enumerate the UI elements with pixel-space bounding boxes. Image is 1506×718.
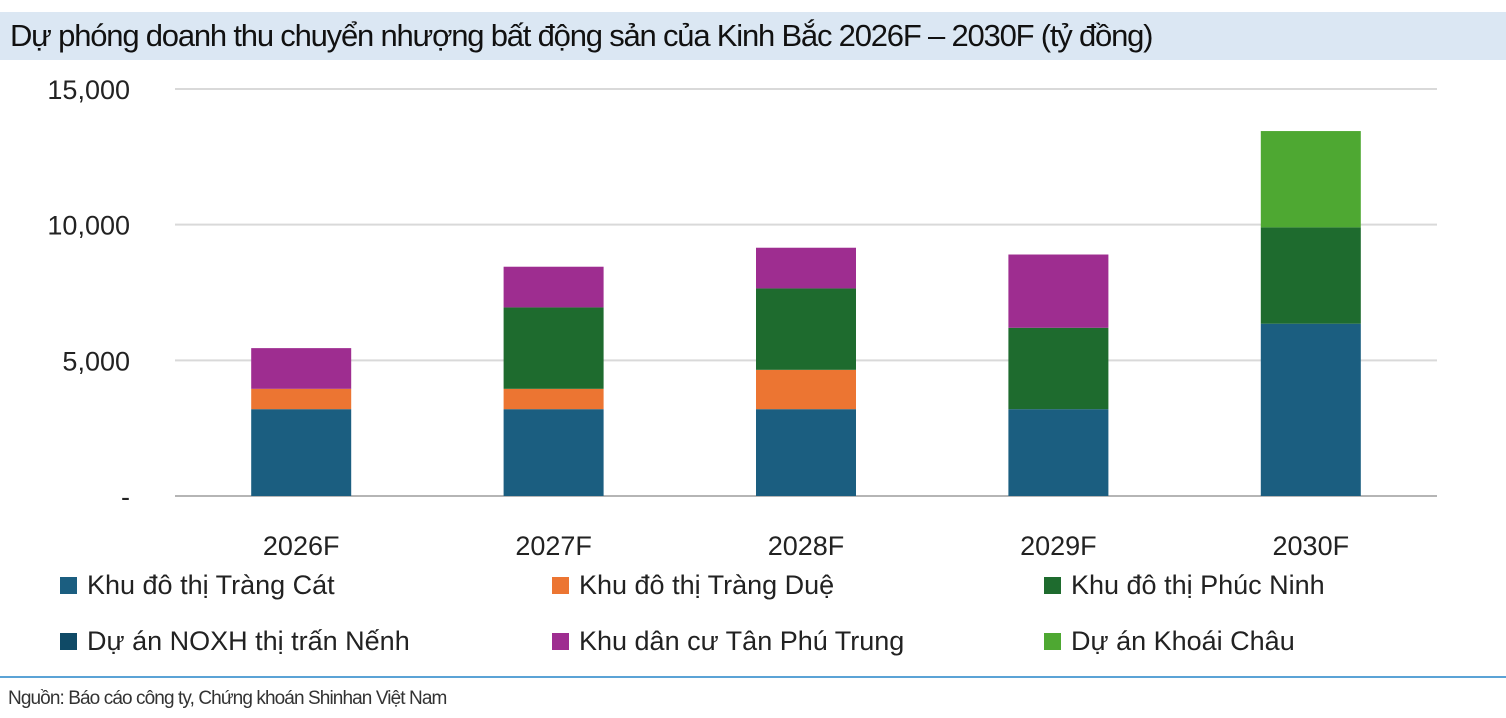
legend-label: Khu dân cư Tân Phú Trung [579,625,905,656]
legend-item: Khu dân cư Tân Phú Trung [552,624,904,658]
x-tick-label: 2027F [515,531,592,561]
y-tick-label: - [121,482,130,512]
legend-item: Khu đô thị Tràng Cát [60,568,335,602]
bar-segment [756,247,856,289]
x-tick-label: 2030F [1273,531,1350,561]
legend-swatch [552,632,569,650]
bar-segment [756,288,856,370]
legend-label: Khu đô thị Phúc Ninh [1071,569,1325,600]
bar-segment [1260,227,1361,324]
bar-segment [251,409,352,496]
bar-segment [503,388,604,410]
bar-segment [1260,131,1361,228]
legend-item: Dự án Khoái Châu [1044,624,1295,658]
legend-swatch [60,632,77,650]
bar-segment [1008,254,1109,328]
legend-item: Dự án NOXH thị trấn Nếnh [60,624,410,658]
y-tick-label: 5,000 [62,346,130,376]
bar-segment [503,266,604,308]
bar-segment [1260,323,1361,496]
legend-swatch [60,576,77,594]
footer-divider [0,676,1506,678]
y-tick-label: 15,000 [47,75,130,105]
x-tick-label: 2026F [263,531,340,561]
legend-label: Khu đô thị Tràng Duệ [579,569,835,600]
title-bar [0,12,1506,60]
y-tick-label: 10,000 [47,211,130,241]
bar-segment [756,369,856,410]
x-tick-label: 2029F [1020,531,1097,561]
legend-label: Dự án NOXH thị trấn Nếnh [87,625,410,656]
legend-swatch [1044,632,1061,650]
chart-title: Dự phóng doanh thu chuyển nhượng bất độn… [10,18,1153,53]
legend-swatch [552,576,569,594]
bar-segment [756,409,856,496]
legend-swatch [1044,576,1061,594]
x-tick-label: 2028F [768,531,845,561]
legend-label: Dự án Khoái Châu [1071,625,1295,656]
bar-segment [1008,327,1109,410]
source-note: Nguồn: Báo cáo công ty, Chứng khoán Shin… [8,688,447,709]
legend-label: Khu đô thị Tràng Cát [87,569,335,600]
bar-segment [251,388,352,410]
bar-segment [251,348,352,389]
legend-item: Khu đô thị Phúc Ninh [1044,568,1325,602]
legend-item: Khu đô thị Tràng Duệ [552,568,834,602]
bar-segment [503,409,604,496]
bar-segment [1008,409,1109,496]
bar-segment [503,307,604,389]
